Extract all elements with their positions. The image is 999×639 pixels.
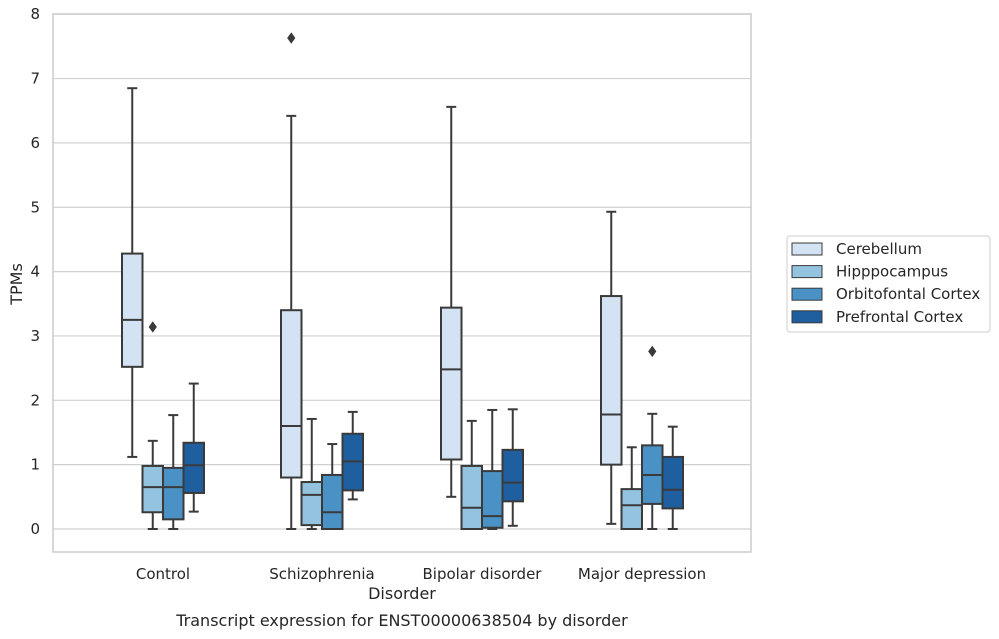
y-axis-label: TPMs: [7, 263, 26, 306]
legend-items: Cerebellum Hipppocampus Orbitofontal Corte…: [791, 240, 980, 326]
box-iqr: [460, 464, 483, 531]
box-iqr: [481, 470, 504, 529]
y-tick-label: 3: [30, 327, 40, 345]
box-item: [600, 210, 623, 525]
series-group: [141, 321, 643, 531]
box-iqr: [501, 448, 524, 503]
outlier-marker: [148, 321, 157, 333]
box-item: [141, 321, 164, 530]
legend-label: Hipppocampus: [836, 263, 948, 281]
legend-frame: [786, 235, 991, 333]
box-item: [121, 87, 144, 458]
x-tick-labels: Control Schizophrenia Bipolar disorder Majo…: [136, 565, 706, 583]
legend: Cerebellum Hipppocampus Orbitofontal Corte…: [786, 235, 991, 333]
legend-swatch: [791, 287, 823, 301]
legend-swatch: [791, 310, 823, 324]
box-iqr: [141, 464, 164, 514]
chart-caption: Transcript expression for ENST0000063850…: [175, 611, 628, 630]
box-item: [460, 419, 483, 531]
box-iqr: [440, 306, 463, 461]
y-tick-label: 7: [30, 70, 40, 88]
box-iqr: [280, 309, 303, 479]
x-tick-label: Major depression: [578, 565, 706, 583]
box-item: [321, 443, 344, 531]
series-group: [182, 382, 684, 530]
box-iqr: [600, 295, 623, 466]
legend-item: Cerebellum: [791, 240, 922, 258]
box-item: [341, 410, 364, 501]
box-item: [440, 105, 463, 498]
box-iqr: [162, 466, 185, 521]
box-item: [501, 408, 524, 527]
legend-label: Cerebellum: [836, 240, 922, 258]
box-item: [661, 425, 684, 530]
y-tick-label: 5: [30, 198, 40, 216]
box-iqr: [300, 481, 323, 527]
y-tick-labels: 0 1 2 3 4 5 6 7 8: [30, 5, 40, 538]
box-item: [300, 417, 323, 530]
box-iqr: [321, 473, 344, 531]
legend-label: Prefrontal Cortex: [836, 308, 963, 326]
legend-swatch: [791, 265, 823, 279]
y-tick-label: 1: [30, 456, 40, 474]
box-iqr: [121, 252, 144, 368]
legend-swatch: [791, 242, 823, 256]
box-iqr: [182, 441, 205, 494]
box-iqr: [661, 455, 684, 510]
legend-item: Orbitofontal Cortex: [791, 285, 980, 303]
y-tick-label: 6: [30, 134, 40, 152]
box-item: [162, 414, 185, 530]
x-axis-label: Disorder: [368, 584, 436, 603]
box-iqr: [620, 488, 643, 530]
y-tick-label: 2: [30, 391, 40, 409]
legend-label: Orbitofontal Cortex: [836, 285, 980, 303]
outlier-marker: [648, 345, 657, 358]
box-item: [641, 345, 664, 530]
box-item: [481, 408, 504, 530]
box-item: [620, 446, 643, 530]
legend-item: Hipppocampus: [791, 263, 948, 281]
x-tick-label: Bipolar disorder: [423, 565, 543, 583]
box-item: [182, 382, 205, 513]
x-tick-label: Schizophrenia: [269, 565, 374, 583]
series-group: [121, 32, 623, 530]
legend-item: Prefrontal Cortex: [791, 308, 963, 326]
series-group: [162, 345, 664, 531]
y-tick-label: 8: [30, 5, 40, 23]
plot-area-frame: [52, 13, 752, 553]
box-item: [280, 32, 303, 530]
box-series: [121, 32, 684, 531]
y-tick-label: 4: [30, 263, 40, 281]
outlier-marker: [287, 32, 296, 44]
x-tick-label: Control: [136, 565, 190, 583]
y-tick-label: 0: [30, 520, 40, 538]
